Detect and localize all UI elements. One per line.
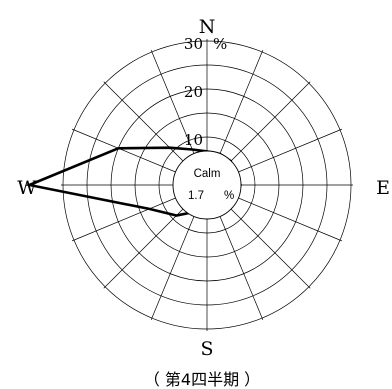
radial-tick-labels: 10 20 30 <box>184 35 203 149</box>
radial-unit-label: % <box>213 35 227 53</box>
direction-label-west: W <box>17 177 37 199</box>
calm-box: Calm 1.7 % <box>172 150 242 220</box>
calm-circle <box>172 150 242 220</box>
chart-caption: （ 第4四半期 ） <box>144 370 260 389</box>
calm-label: Calm <box>194 168 221 180</box>
radial-tick-label: 20 <box>184 83 203 101</box>
direction-label-east: E <box>376 177 390 199</box>
direction-label-north: N <box>199 16 216 38</box>
radial-tick-label: 10 <box>184 131 203 149</box>
radial-tick-label: 30 <box>184 35 203 53</box>
direction-label-south: S <box>200 338 213 360</box>
calm-value: 1.7 <box>188 190 204 202</box>
calm-unit: % <box>224 190 234 202</box>
